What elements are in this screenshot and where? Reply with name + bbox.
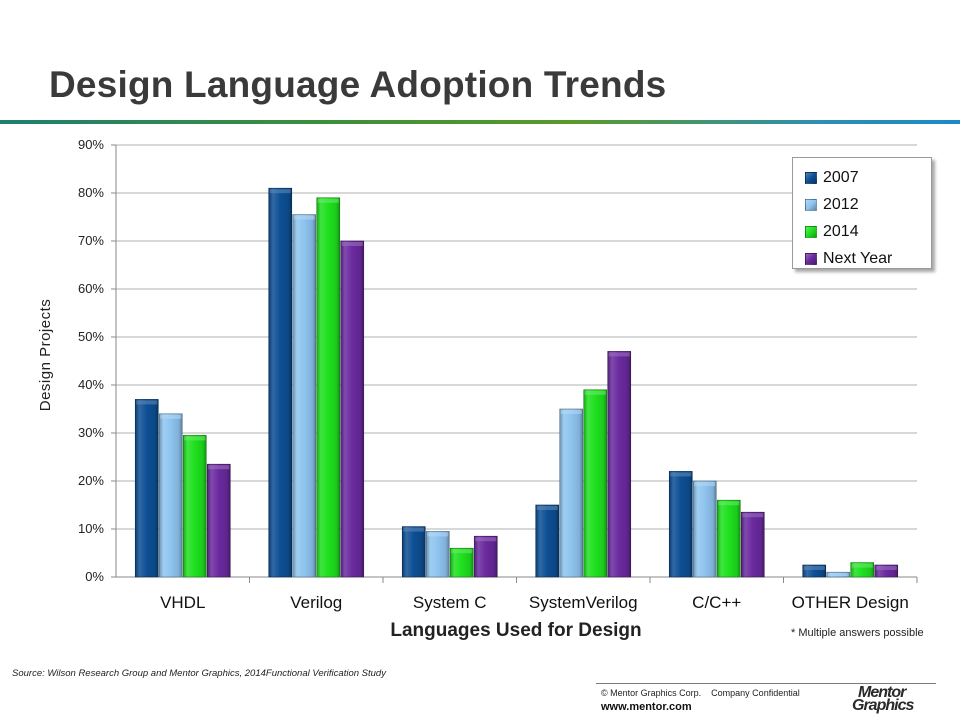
bar-2014-system-c xyxy=(449,547,474,578)
bar-highlight xyxy=(827,573,849,576)
x-category-label: C/C++ xyxy=(692,593,741,612)
footer-divider xyxy=(596,683,936,684)
y-tick-label: 30% xyxy=(78,425,104,440)
bar-highlight xyxy=(341,242,363,246)
axes: 0% 10% 20% 30% 40% 50% 60% 70% 80% 90% VHDL Verilog… xyxy=(78,137,918,612)
title-divider xyxy=(0,120,960,124)
y-tick-label: 90% xyxy=(78,137,104,152)
bar-highlight xyxy=(317,198,339,203)
logo-line-1: Mentor xyxy=(858,684,906,701)
y-tick-label: 60% xyxy=(78,281,104,296)
bar-2014-verilog xyxy=(316,197,341,578)
bar-highlight xyxy=(208,465,230,470)
x-category-label: Verilog xyxy=(290,593,342,612)
bar-2012-verilog xyxy=(292,214,317,578)
bar-highlight xyxy=(293,215,315,220)
bar-2012-c-c- xyxy=(692,480,717,578)
bar-highlight xyxy=(451,549,473,554)
y-tick-label: 70% xyxy=(78,233,104,248)
y-axis-label: Design Projects xyxy=(37,299,54,412)
y-tick-label: 10% xyxy=(78,521,104,536)
y-tick-label: 50% xyxy=(78,329,104,344)
legend-label-next-year: Next Year xyxy=(823,249,893,267)
bar-highlight xyxy=(851,563,873,568)
x-category-label: SystemVerilog xyxy=(529,593,638,612)
bar-highlight xyxy=(560,410,582,414)
bar-highlight xyxy=(803,566,825,570)
x-axis-label: Languages Used for Design xyxy=(390,620,641,641)
bar-highlight xyxy=(694,482,716,486)
bar-2012-vhdl xyxy=(158,413,183,578)
bar-highlight xyxy=(160,414,182,419)
bar-2007-systemverilog xyxy=(535,504,560,578)
legend-swatch-2007 xyxy=(805,171,817,184)
bar-highlight xyxy=(670,472,692,477)
bar-highlight xyxy=(475,537,497,542)
y-tick-label: 80% xyxy=(78,185,104,200)
x-category-label: System C xyxy=(413,593,487,612)
bar-highlight xyxy=(875,566,897,570)
chart-legend: 2007 2012 2014 Next Year xyxy=(792,157,932,269)
legend-label-2007: 2007 xyxy=(823,168,859,186)
legend-label-2012: 2012 xyxy=(823,195,859,213)
x-category-label: VHDL xyxy=(160,593,205,612)
y-tick-label: 20% xyxy=(78,473,104,488)
bar-highlight xyxy=(718,501,740,506)
bar-2012-systemverilog xyxy=(559,408,584,578)
bar-next-year-vhdl xyxy=(206,463,231,578)
legend-label-2014: 2014 xyxy=(823,222,859,240)
bar-2007-system-c xyxy=(401,526,426,578)
page-title: Design Language Adoption Trends xyxy=(49,64,667,105)
legend-item-2014: 2014 xyxy=(805,218,931,245)
website-link[interactable]: www.mentor.com xyxy=(601,701,692,713)
logo-line-2: Graphics xyxy=(852,697,914,714)
bar-next-year-systemverilog xyxy=(607,351,632,578)
bar-highlight xyxy=(742,513,764,518)
bar-highlight xyxy=(269,189,291,194)
bar-highlight xyxy=(608,352,630,357)
bar-2014-systemverilog xyxy=(583,389,608,578)
bar-2014-vhdl xyxy=(182,435,207,578)
bar-highlight xyxy=(136,400,158,405)
bar-highlight xyxy=(403,527,425,532)
bar-next-year-c-c- xyxy=(740,511,765,578)
copyright-text: © Mentor Graphics Corp. Company Confiden… xyxy=(601,688,800,698)
legend-item-2007: 2007 xyxy=(805,164,931,191)
legend-swatch-2014 xyxy=(805,225,817,238)
y-tick-label: 40% xyxy=(78,377,104,392)
bar-next-year-verilog xyxy=(340,240,365,578)
bar-2007-c-c- xyxy=(668,471,693,578)
bar-highlight xyxy=(536,506,558,510)
legend-item-next-year: Next Year xyxy=(805,245,931,272)
bar-2014-c-c- xyxy=(716,499,741,578)
bars xyxy=(134,187,899,578)
mentor-graphics-logo: Mentor Graphics xyxy=(852,684,938,716)
gridlines xyxy=(116,144,917,578)
bar-2012-system-c xyxy=(425,531,450,578)
legend-swatch-2012 xyxy=(805,198,817,211)
bar-highlight xyxy=(427,532,449,537)
bar-2007-vhdl xyxy=(134,399,159,578)
bar-next-year-system-c xyxy=(473,535,498,578)
multiple-answers-note: * Multiple answers possible xyxy=(791,627,924,639)
source-citation: Source: Wilson Research Group and Mentor… xyxy=(12,668,386,679)
legend-swatch-next-year xyxy=(805,252,817,265)
x-category-label: OTHER Design xyxy=(792,593,909,612)
bar-highlight xyxy=(184,436,206,441)
bar-2007-verilog xyxy=(268,187,293,578)
bar-highlight xyxy=(584,390,606,395)
y-tick-label: 0% xyxy=(85,569,104,584)
legend-item-2012: 2012 xyxy=(805,191,931,218)
